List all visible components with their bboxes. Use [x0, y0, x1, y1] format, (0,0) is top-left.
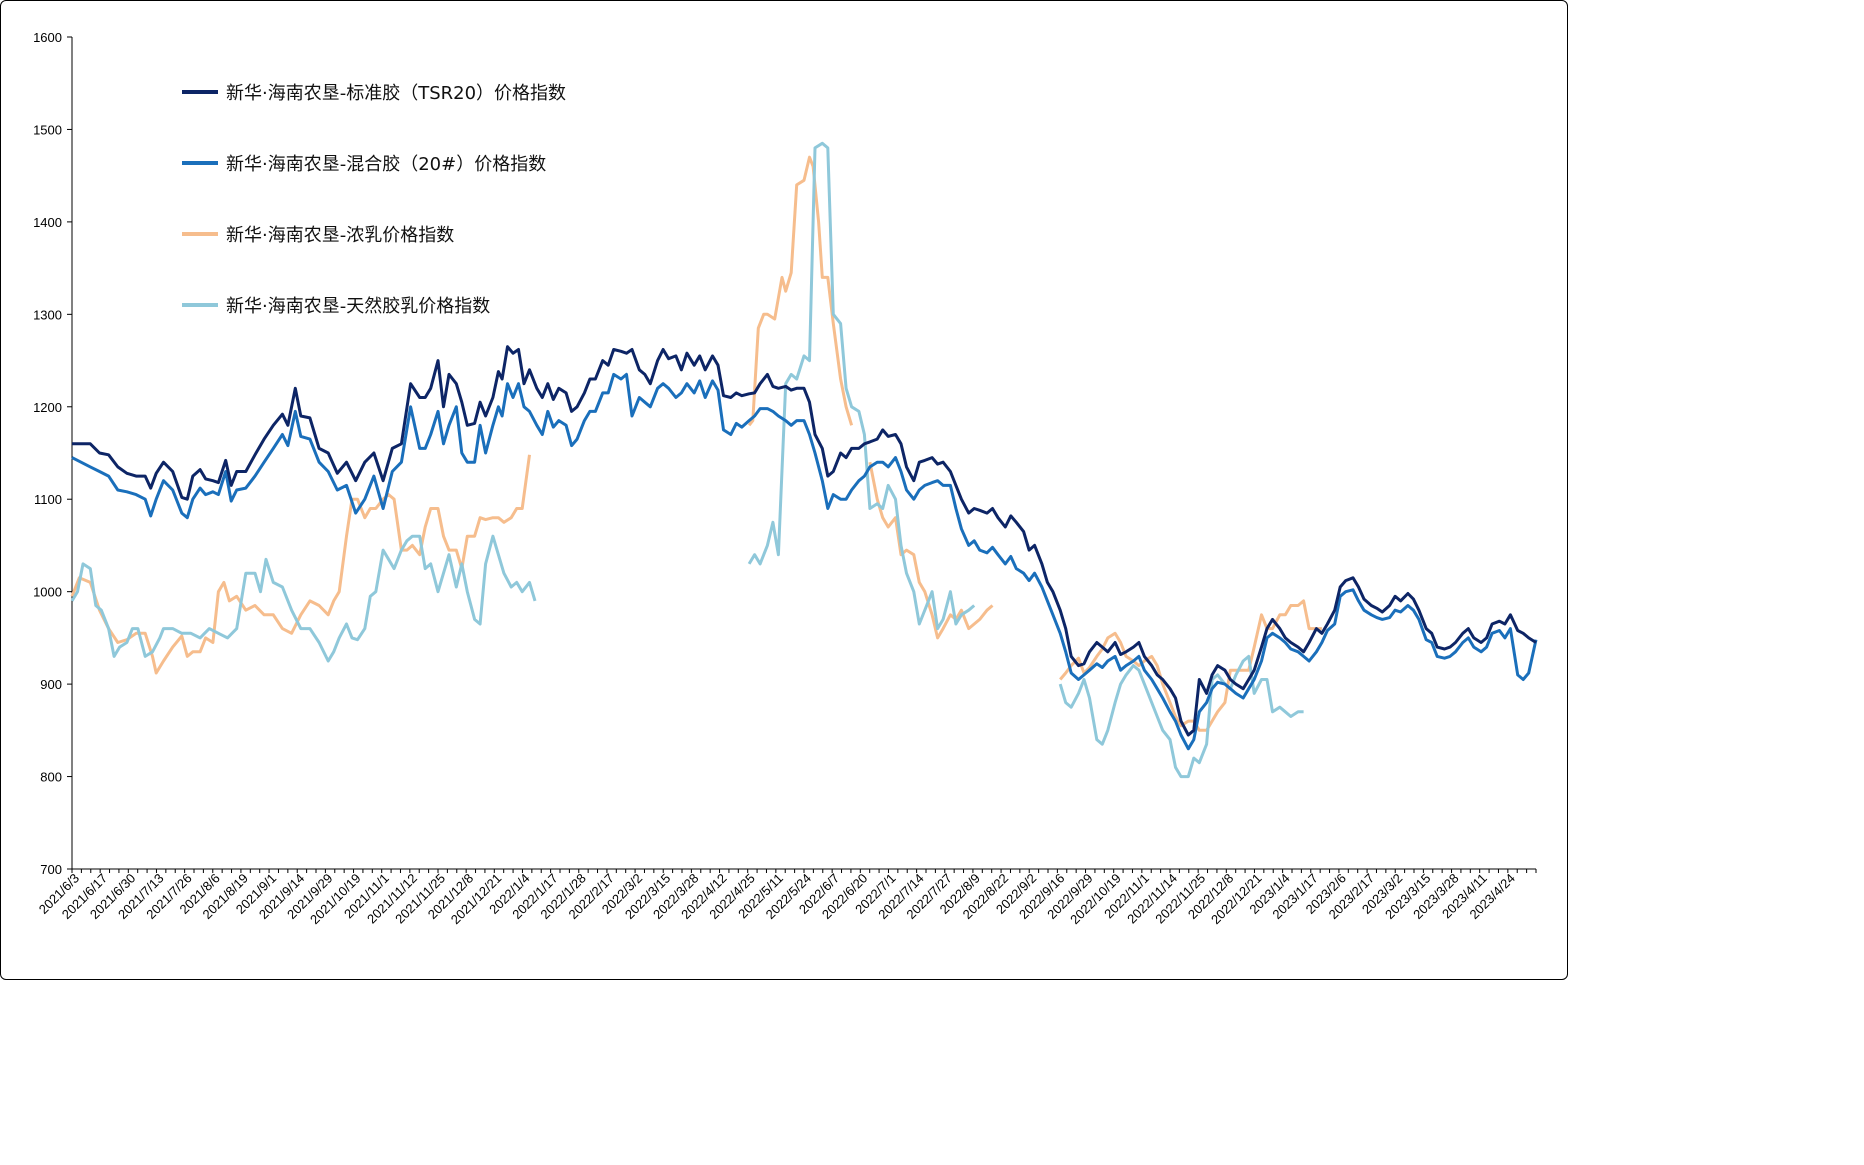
y-tick-label: 1100: [34, 492, 62, 507]
series-line-natural: [70, 534, 537, 663]
x-axis-ticks: 2021/6/32021/6/172021/6/302021/7/132021/…: [36, 869, 1537, 927]
line-chart: 700 800 900 1000 1100 1200 1300 1400 1500 1600 20…: [33, 30, 1538, 927]
y-tick-label: 1000: [33, 585, 62, 600]
series-line-natural-part2: [747, 141, 976, 631]
series-line-tsr20: [72, 345, 1537, 737]
series-layer: [70, 141, 1538, 779]
y-tick-label: 1600: [33, 30, 62, 45]
y-tick-label: 800: [40, 770, 62, 785]
y-tick-label: 1500: [33, 122, 62, 137]
series-line-natural-part3: [1058, 654, 1304, 779]
legend: 新华·海南农垦-标准胶（TSR20）价格指数新华·海南农垦-混合胶（20#）价格…: [182, 83, 566, 317]
series-line-concentrated-part3: [868, 461, 994, 640]
y-tick-label: 1200: [33, 400, 62, 415]
series-line-mixed: [71, 372, 1538, 751]
legend-label-concentrated: 新华·海南农垦-浓乳价格指数: [226, 225, 454, 246]
y-axis-ticks: 700 800 900 1000 1100 1200 1300 1400 1500 1600: [33, 30, 72, 877]
y-tick-label: 900: [40, 677, 62, 692]
y-tick-label: 1400: [33, 215, 62, 230]
y-tick-label: 1300: [33, 307, 62, 322]
y-tick-label: 700: [40, 862, 62, 877]
legend-label-natural: 新华·海南农垦-天然胶乳价格指数: [226, 296, 490, 317]
legend-label-mixed: 新华·海南农垦-混合胶（20#）价格指数: [226, 154, 546, 175]
chart-frame: [0, 0, 1568, 980]
series-line-concentrated-part2: [747, 155, 854, 427]
legend-label-tsr20: 新华·海南农垦-标准胶（TSR20）价格指数: [226, 83, 566, 104]
